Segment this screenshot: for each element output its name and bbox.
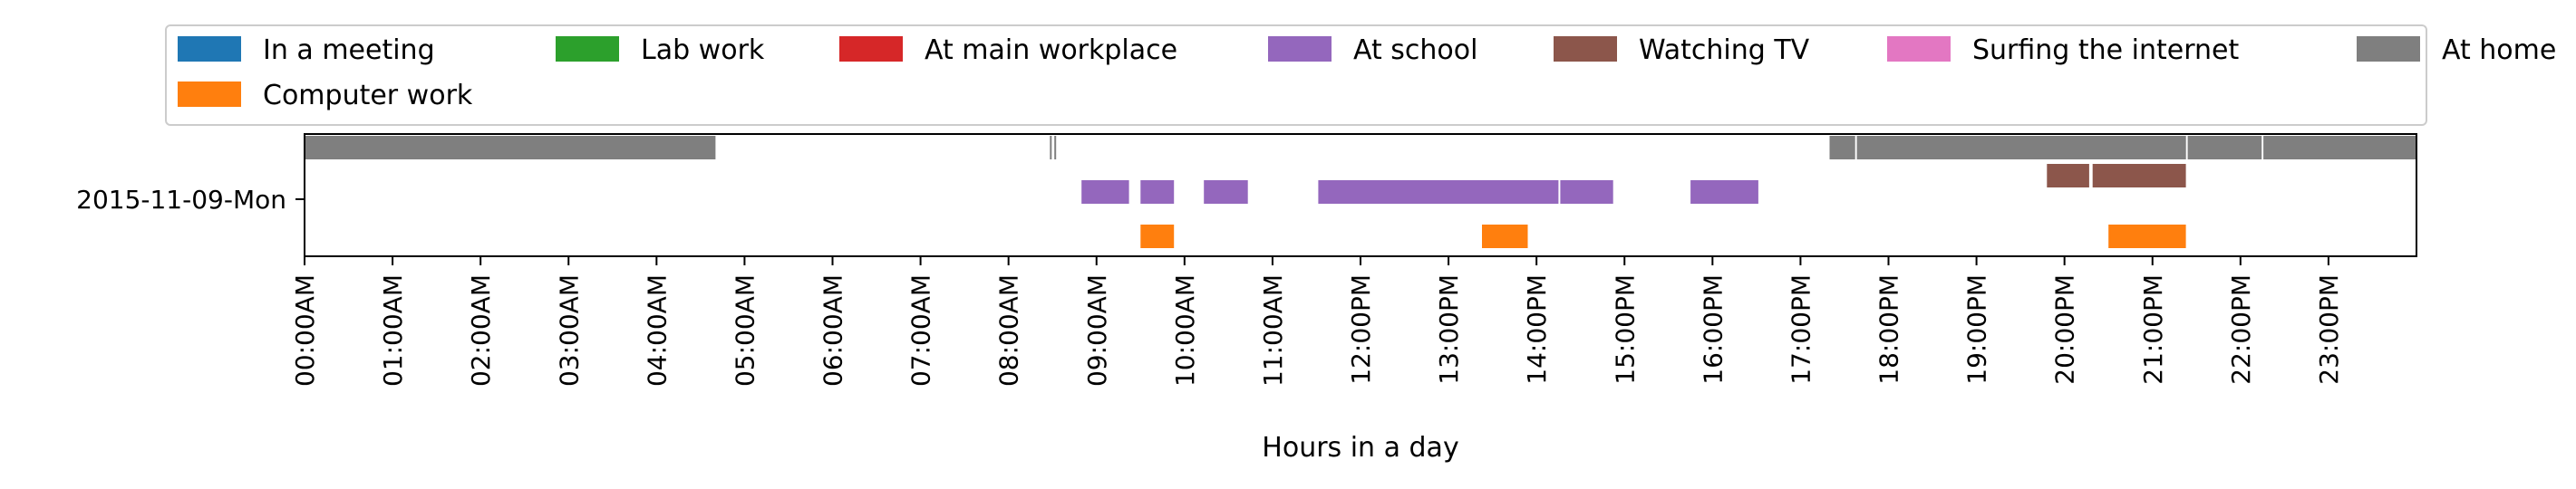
legend-label: At main workplace: [925, 34, 1177, 66]
x-tick-label: 01:00AM: [378, 274, 408, 387]
x-tick-label: 14:00PM: [1522, 274, 1552, 385]
legend-swatch: [1554, 36, 1617, 62]
bar-at-school: [1204, 180, 1248, 204]
legend-swatch: [1887, 36, 1951, 62]
x-tick-label: 06:00AM: [818, 274, 848, 387]
bar-at-home: [305, 136, 716, 159]
bar-watching-tv: [2047, 164, 2089, 187]
x-tick-label: 19:00PM: [1962, 274, 1992, 385]
bar-computer-work: [1140, 225, 1175, 248]
legend-label: Lab work: [641, 34, 765, 66]
legend-label: At school: [1353, 34, 1477, 66]
legend-label: Surfing the internet: [1972, 34, 2239, 66]
legend-swatch: [839, 36, 903, 62]
legend-label: At home: [2442, 34, 2556, 66]
legend-swatch: [178, 82, 241, 107]
x-tick-label: 02:00AM: [466, 274, 496, 387]
x-tick-label: 22:00PM: [2226, 274, 2256, 385]
x-tick-label: 08:00AM: [994, 274, 1024, 387]
bar-at-home: [2263, 136, 2416, 159]
x-tick-label: 04:00AM: [642, 274, 672, 387]
x-tick-label: 07:00AM: [906, 274, 936, 387]
x-tick-label: 17:00PM: [1786, 274, 1816, 385]
bar-computer-work: [2108, 225, 2186, 248]
x-tick-label: 20:00PM: [2050, 274, 2080, 385]
x-tick-label: 21:00PM: [2138, 274, 2168, 385]
x-tick-label: 09:00AM: [1082, 274, 1112, 387]
x-axis-ticks: 00:00AM 01:00AM 02:00AM 03:00AM 04:00AM 05:00…: [290, 256, 2344, 387]
legend-swatch: [556, 36, 619, 62]
x-tick-label: 03:00AM: [554, 274, 584, 387]
x-tick-label: 05:00AM: [730, 274, 760, 387]
bar-at-home: [1829, 136, 1855, 159]
x-tick-label: 23:00PM: [2314, 274, 2344, 385]
x-tick-label: 12:00PM: [1346, 274, 1376, 385]
x-tick-label: 18:00PM: [1874, 274, 1904, 385]
x-tick-label: 15:00PM: [1610, 274, 1640, 385]
bar-at-home: [1050, 136, 1052, 159]
legend-swatch: [2357, 36, 2420, 62]
x-tick-label: 16:00PM: [1698, 274, 1728, 385]
x-tick-label: 00:00AM: [290, 274, 320, 387]
bar-at-home: [1054, 136, 1057, 159]
legend-swatch: [1268, 36, 1332, 62]
y-tick-label: 2015-11-09-Mon: [76, 185, 286, 215]
bar-computer-work: [1482, 225, 1528, 248]
legend-box: [165, 24, 2427, 126]
x-tick-label: 10:00AM: [1170, 274, 1200, 387]
legend-label: In a meeting: [263, 34, 435, 66]
legend-label: Watching TV: [1639, 34, 1810, 66]
x-tick-label: 11:00AM: [1258, 274, 1288, 387]
bar-at-home: [2187, 136, 2262, 159]
plot-bars: [305, 136, 2416, 248]
bar-at-school: [1318, 180, 1559, 204]
x-axis-label: Hours in a day: [1262, 432, 1458, 464]
legend: In a meeting Lab work At main workplace At …: [178, 34, 2556, 111]
x-tick-label: 13:00PM: [1434, 274, 1464, 385]
legend-label: Computer work: [263, 80, 473, 111]
bar-at-school: [1140, 180, 1175, 204]
legend-swatch: [178, 36, 241, 62]
bar-at-school: [1560, 180, 1613, 204]
bar-at-school: [1081, 180, 1129, 204]
bar-watching-tv: [2092, 164, 2186, 187]
bar-at-school: [1690, 180, 1758, 204]
bar-at-home: [1856, 136, 2186, 159]
